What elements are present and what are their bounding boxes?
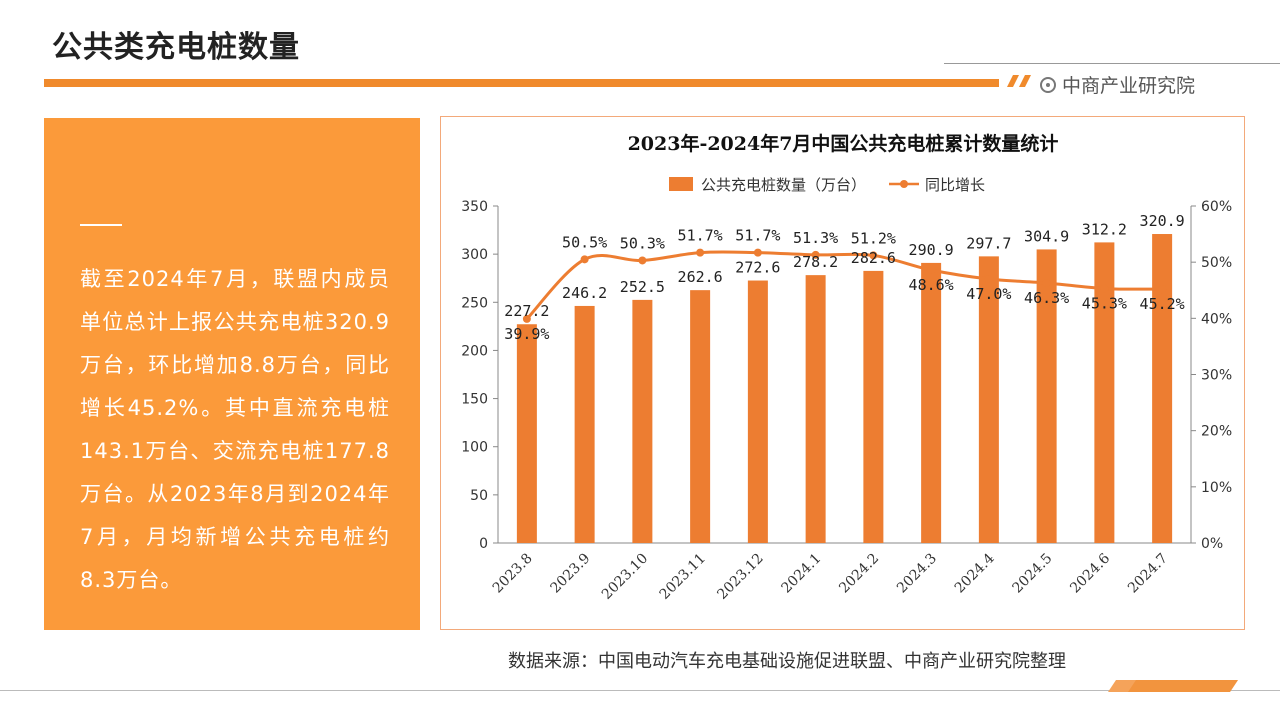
- y-right-tick-label: 20%: [1201, 424, 1232, 440]
- bar-value-label: 278.2: [793, 253, 838, 271]
- chart-legend: 公共充电桩数量（万台） 同比增长: [669, 176, 985, 194]
- x-tick-label: 2024.4: [952, 550, 998, 596]
- growth-value-label: 51.7%: [678, 227, 723, 245]
- legend-bar-label: 公共充电桩数量（万台）: [701, 176, 866, 194]
- bar-value-label: 290.9: [909, 241, 954, 259]
- y-right-tick-label: 10%: [1201, 480, 1232, 496]
- x-tick-label: 2024.1: [778, 551, 824, 597]
- bar: [921, 262, 942, 543]
- growth-value-label: 46.3%: [1024, 289, 1069, 307]
- x-tick-label: 2023.11: [657, 551, 709, 603]
- growth-value-label: 50.5%: [562, 233, 607, 251]
- x-tick-label: 2023.9: [547, 551, 593, 597]
- growth-point: [869, 251, 878, 260]
- bar-value-label: 304.9: [1024, 227, 1069, 245]
- x-tick-label: 2024.5: [1009, 551, 1055, 597]
- y-right-tick-label: 50%: [1201, 255, 1232, 271]
- growth-value-label: 51.2%: [851, 229, 896, 247]
- growth-point: [522, 314, 531, 323]
- bar: [690, 290, 711, 543]
- bar: [1152, 234, 1173, 543]
- y-right-tick-label: 40%: [1201, 311, 1232, 327]
- bar: [1036, 249, 1057, 543]
- bar: [978, 256, 999, 543]
- bar-value-label: 320.9: [1140, 212, 1185, 230]
- growth-point: [638, 256, 647, 265]
- x-tick-label: 2024.3: [894, 551, 940, 597]
- bar: [632, 299, 653, 543]
- x-tick-label: 2023.8: [490, 551, 536, 597]
- footer-stripes-icon: [1108, 680, 1238, 692]
- bar-value-label: 252.5: [620, 278, 665, 296]
- summary-divider: [80, 224, 122, 226]
- growth-value-label: 51.7%: [735, 227, 780, 245]
- growth-point: [580, 255, 589, 264]
- chart-frame: 2023年-2024年7月中国公共充电桩累计数量统计 公共充电桩数量（万台） 同…: [440, 116, 1245, 630]
- growth-value-label: 51.3%: [793, 229, 838, 247]
- y-left-tick-label: 50: [470, 488, 488, 504]
- growth-value-label: 47.0%: [966, 285, 1011, 303]
- bar-value-label: 297.7: [966, 234, 1011, 252]
- bar-value-label: 246.2: [562, 284, 607, 302]
- bar-value-label: 312.2: [1082, 220, 1127, 238]
- growth-point: [1158, 285, 1167, 294]
- bar: [1094, 242, 1115, 543]
- page-title: 公共类充电桩数量: [52, 30, 300, 65]
- chart-title: 2023年-2024年7月中国公共充电桩累计数量统计: [628, 132, 1059, 155]
- growth-value-label: 45.2%: [1140, 295, 1185, 313]
- y-left-tick-label: 100: [461, 440, 488, 456]
- growth-point: [984, 275, 993, 284]
- y-left-tick-label: 150: [461, 392, 488, 408]
- brand-name: 中商产业研究院: [1062, 75, 1196, 97]
- x-tick-label: 2023.10: [599, 551, 651, 603]
- summary-text: 截至2024年7月，联盟内成员单位总计上报公共充电桩320.9万台，环比增加8.…: [80, 267, 390, 592]
- bar-value-label: 282.6: [851, 249, 896, 267]
- header-thin-rule: [944, 63, 1280, 64]
- y-right-tick-label: 60%: [1201, 199, 1232, 215]
- y-right-tick-label: 30%: [1201, 368, 1232, 384]
- growth-value-label: 45.3%: [1082, 295, 1127, 313]
- growth-value-label: 50.3%: [620, 234, 665, 252]
- growth-value-label: 48.6%: [909, 276, 954, 294]
- y-left-tick-label: 300: [461, 247, 488, 263]
- y-left-tick-label: 350: [461, 199, 488, 215]
- bar: [747, 280, 768, 543]
- header-stripes-icon: [1007, 75, 1031, 87]
- bar: [516, 324, 537, 543]
- bar-value-label: 227.2: [504, 302, 549, 320]
- y-left-tick-label: 200: [461, 343, 488, 359]
- brand-logo-icon: [1040, 76, 1056, 93]
- y-left-tick-label: 0: [479, 536, 488, 552]
- legend-line-marker: [900, 180, 908, 188]
- growth-point: [753, 248, 762, 257]
- bar-line-chart: 2023年-2024年7月中国公共充电桩累计数量统计 公共充电桩数量（万台） 同…: [461, 132, 1232, 603]
- bar: [574, 305, 595, 543]
- bar-value-label: 262.6: [678, 268, 723, 286]
- legend-bar-swatch: [669, 177, 693, 191]
- growth-value-label: 39.9%: [504, 325, 549, 343]
- brand: 中商产业研究院: [1040, 71, 1195, 98]
- x-tick-label: 2023.12: [714, 551, 766, 603]
- legend-line-label: 同比增长: [925, 176, 985, 194]
- data-source-note: 数据来源：中国电动汽车充电基础设施促进联盟、中商产业研究院整理: [508, 651, 1066, 672]
- growth-point: [927, 266, 936, 275]
- summary-panel: 截至2024年7月，联盟内成员单位总计上报公共充电桩320.9万台，环比增加8.…: [44, 118, 420, 630]
- footer-rule: [0, 690, 1280, 691]
- growth-point: [696, 248, 705, 257]
- x-tick-label: 2024.7: [1125, 551, 1171, 597]
- y-left-tick-label: 250: [461, 295, 488, 311]
- x-tick-label: 2024.6: [1067, 550, 1113, 596]
- bar: [805, 275, 826, 543]
- bar-value-label: 272.6: [735, 259, 780, 277]
- header-accent-rule: [44, 79, 999, 87]
- bar: [863, 270, 884, 543]
- growth-point: [811, 250, 820, 259]
- y-right-tick-label: 0%: [1201, 536, 1223, 552]
- growth-point: [1100, 284, 1109, 293]
- x-tick-label: 2024.2: [836, 551, 882, 597]
- growth-point: [1042, 278, 1051, 287]
